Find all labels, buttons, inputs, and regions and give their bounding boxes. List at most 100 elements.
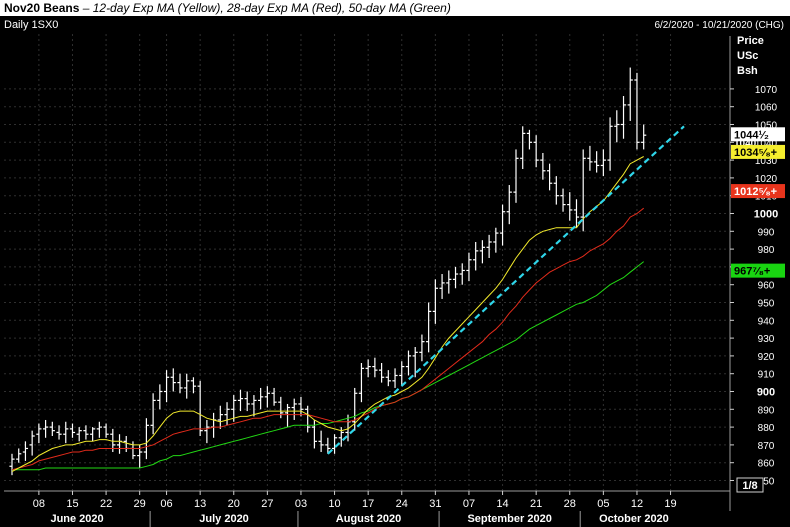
ohlc-bar [399,361,405,387]
x-tick-label: 29 [134,498,146,510]
ohlc-bar [76,427,82,442]
ohlc-bar [264,386,270,408]
ma50-line [12,261,645,471]
x-tick-label: 06 [160,498,172,510]
x-tick-label: 31 [429,498,441,510]
ohlc-bar [96,421,102,438]
ohlc-bar [305,405,311,433]
chart-title-symbol: Nov20 Beans [4,1,80,15]
ohlc-bar [318,430,324,453]
ohlc-bar [231,395,237,422]
month-label: September 2020 [467,513,551,525]
ohlc-bar [325,437,331,454]
ohlc-bar [513,149,519,203]
ohlc-bar [486,234,492,258]
ohlc-bar [392,368,398,388]
y-tick-label: 880 [758,423,775,434]
ohlc-bar [446,270,452,294]
y-tick-label: 850 [758,477,775,488]
y-tick-label: 910 [758,370,775,381]
ohlc-bar [22,441,29,461]
ohlc-bar [520,126,526,169]
y-tick-label: 1030 [755,156,778,167]
ohlc-bar [385,370,391,387]
ohlc-bar [587,145,593,171]
ohlc-bar [499,204,506,246]
ohlc-bar [298,396,304,417]
x-tick-label: 19 [664,498,676,510]
ohlc-bar [284,403,291,428]
price-tag-label: 1044¹⁄₂ [734,129,769,141]
y-tick-label: 1060 [755,103,778,114]
price-chart: 8508608708808909009109209309409509609709… [0,16,790,527]
ohlc-bar [29,430,35,456]
y-tick-label: 860 [758,459,775,470]
y-tick-label: 960 [758,281,775,292]
ohlc-bar [419,334,425,362]
ohlc-bar [432,279,438,324]
y-tick-label: 1070 [755,85,778,96]
chart-title-description: – 12-day Exp MA (Yellow), 28-day Exp MA … [79,1,451,15]
ohlc-bar [553,176,559,205]
ohlc-bar [16,448,22,463]
ohlc-bar [311,419,317,449]
month-label: August 2020 [336,513,401,525]
ohlc-bar [271,387,277,406]
ohlc-bar [594,151,600,173]
ohlc-bar [291,398,297,420]
trendline [327,125,685,455]
ohlc-bar [56,425,62,440]
price-tag-box [731,127,785,142]
month-label: July 2020 [199,513,249,525]
price-tag-box [731,184,785,199]
ohlc-bar [614,110,620,143]
y-tick-label: 990 [758,227,775,238]
ohlc-bar [466,252,472,282]
ohlc-bar [103,423,109,438]
y-tick-label: 980 [758,245,775,256]
price-tag: 1040 [734,138,757,149]
ema28-line [11,207,645,471]
ohlc-bar [69,423,76,438]
ohlc-bar [506,185,512,225]
x-tick-label: 14 [496,498,508,510]
ohlc-bar [533,135,539,168]
ohlc-bar [426,302,432,353]
x-tick-label: 27 [261,498,273,510]
y-tick-label: 930 [758,334,775,345]
price-tag-box [731,263,785,278]
y-tick-label: 870 [758,441,775,452]
ohlc-bar [607,117,613,171]
price-tag-box [731,144,785,159]
ohlc-bar [459,263,465,285]
fraction-box [736,477,764,493]
month-label: October 2020 [599,513,669,525]
x-tick-label: 03 [295,498,307,510]
ohlc-bar [452,266,459,289]
x-tick-label: 22 [100,498,112,510]
price-tag-label: 967⁷⁄₈+ [734,266,770,278]
ohlc-bar [567,192,573,221]
x-tick-label: 28 [564,498,576,510]
ohlc-bar [244,391,250,412]
ohlc-bar [365,359,371,378]
ohlc-bar [157,384,163,410]
y-tick-label: 950 [758,299,775,310]
price-tag: 1034⁵⁄₈+ [731,144,785,159]
y-tick-label: 1040 [755,138,778,149]
price-tag: 967⁷⁄₈+ [731,263,785,278]
ohlc-bar [49,421,55,436]
ohlc-bar [36,423,42,444]
x-tick-label: 17 [362,498,374,510]
moving-averages [11,156,645,473]
x-tick-label: 24 [396,498,408,510]
ohlc-bar [43,419,49,438]
x-tick-label: 05 [597,498,609,510]
ohlc-bar [620,96,627,139]
x-tick-label: 10 [328,498,340,510]
y-tick-label: 920 [758,352,775,363]
ohlc-bar [90,427,96,442]
ohlc-bar [358,363,365,403]
price-tag-label: 1040 [734,138,757,149]
